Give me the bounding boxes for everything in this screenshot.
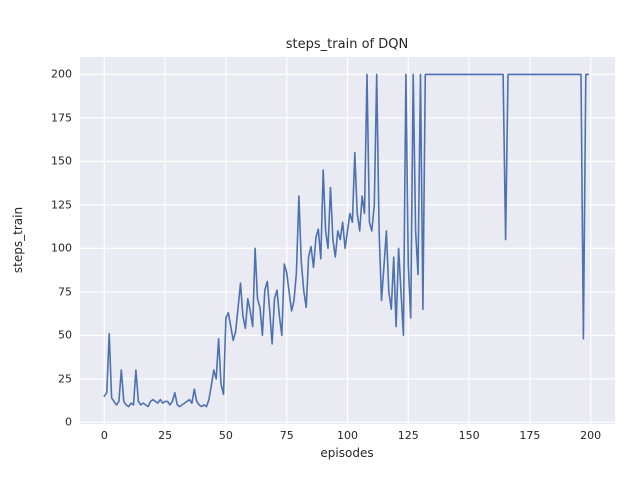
x-tick-label: 150 [458, 429, 480, 442]
plot-area [80, 57, 615, 424]
x-tick-label: 200 [580, 429, 602, 442]
y-tick-label: 200 [51, 67, 72, 81]
y-tick-label: 50 [58, 328, 72, 342]
y-tick-label: 75 [58, 285, 72, 299]
x-tick-label: 25 [158, 429, 173, 442]
x-tick-label: 50 [218, 429, 233, 442]
series-line [103, 73, 590, 408]
x-tick-label: 100 [337, 429, 358, 442]
x-tick-label: 0 [100, 429, 108, 442]
y-tick-label: 0 [65, 415, 72, 429]
x-tick-label: 125 [397, 429, 419, 442]
y-tick-label: 175 [51, 111, 72, 125]
y-tick-label: 25 [58, 372, 72, 386]
x-axis-label: episodes [320, 446, 374, 460]
y-axis-label: steps_train [11, 206, 25, 274]
x-tick-label: 75 [279, 429, 294, 442]
chart-title: steps_train of DQN [285, 37, 409, 52]
y-tick-label: 150 [51, 154, 72, 168]
y-tick-label: 125 [51, 198, 72, 212]
x-tick-label: 175 [519, 429, 541, 442]
y-tick-label: 100 [51, 241, 72, 255]
